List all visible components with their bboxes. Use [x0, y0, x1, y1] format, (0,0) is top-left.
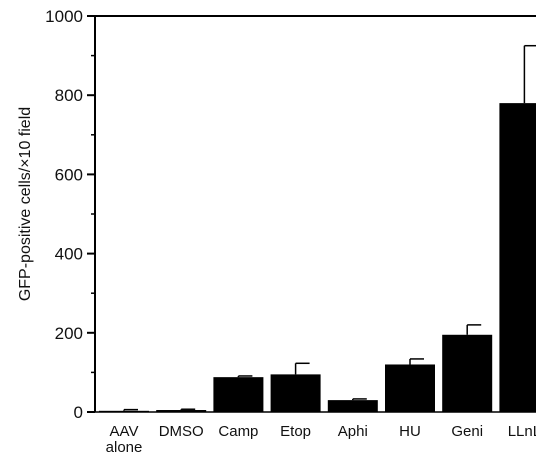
bar: [499, 103, 536, 413]
x-tick-label: Camp: [218, 423, 258, 440]
x-tick-label: alone: [106, 439, 143, 456]
y-axis-title: GFP-positive cells/×10 field: [17, 107, 34, 301]
y-tick-label: 1000: [45, 7, 83, 26]
y-tick-label: 200: [55, 324, 83, 343]
bar: [156, 410, 207, 412]
x-tick-label: DMSO: [159, 423, 204, 440]
bar: [385, 364, 435, 412]
y-tick-label: 600: [55, 165, 83, 184]
x-tick-label: HU: [399, 423, 421, 440]
x-tick-label: LLnL: [508, 423, 536, 440]
bar: [213, 377, 264, 412]
x-tick-label: Geni: [451, 423, 483, 440]
y-tick-label: 400: [55, 245, 83, 264]
y-tick-label: 0: [74, 403, 83, 422]
bar: [442, 334, 493, 412]
x-tick-label: AAV: [110, 423, 139, 440]
bar: [327, 400, 378, 412]
x-tick-label: Aphi: [338, 423, 368, 440]
labels: 0 200 400 600 800 1000 GFP-positive cells/×10 …: [17, 7, 536, 456]
y-tick-label: 800: [55, 86, 83, 105]
x-tick-label: Etop: [280, 423, 311, 440]
bars: [99, 44, 536, 413]
bar: [270, 374, 321, 412]
bar: [99, 410, 149, 412]
